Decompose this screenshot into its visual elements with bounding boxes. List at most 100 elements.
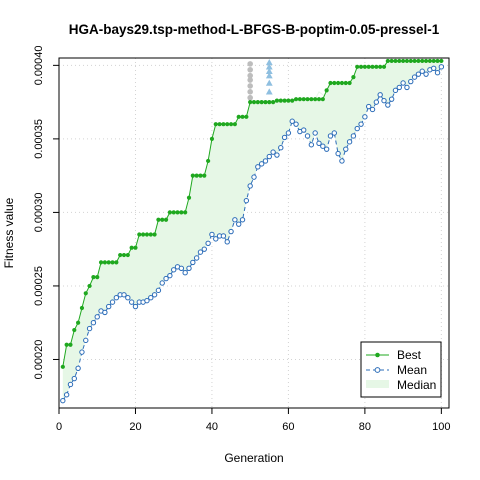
mean-point [404,84,410,91]
best-point [198,173,203,178]
best-point [133,245,138,250]
best-point [431,58,436,64]
mean-point [411,74,418,80]
mean-point [190,259,196,266]
mean-point [408,78,414,85]
mean-point [312,130,318,136]
best-point [118,252,123,258]
best-point [397,58,402,64]
best-point [328,80,333,86]
mean-point [431,65,437,71]
best-point [141,232,146,237]
best-point [324,88,329,93]
best-point [95,275,100,280]
mean-point [132,303,139,310]
mean-point [236,221,242,227]
best-point [274,98,280,103]
best-point [114,260,119,265]
y-tick-label: 0.00040 [33,45,45,85]
best-point [76,320,81,325]
best-point [248,100,253,105]
mean-point [213,236,219,242]
best-point [206,158,211,164]
mean-point [75,365,81,371]
best-point [83,291,88,296]
mean-point [258,161,265,167]
mean-point [159,280,165,286]
mean-point [392,87,399,94]
best-point [110,260,115,265]
gray-dot [247,83,253,89]
best-point [186,195,192,200]
best-point [347,80,352,86]
mean-point [377,92,383,98]
mean-point [71,375,77,382]
best-point [232,122,237,127]
mean-point [86,325,93,332]
mean-point [224,239,230,245]
best-point [401,58,406,64]
best-point [267,100,272,105]
x-tick-label: 60 [282,421,294,433]
mean-point [232,217,238,223]
best-point [175,210,180,215]
mean-point [193,255,200,261]
best-point [213,122,218,127]
mean-point [354,125,360,132]
mean-point [209,231,215,238]
mean-point [102,309,108,316]
best-point [129,245,134,250]
best-point [301,97,306,102]
y-tick-label: 0.00020 [33,340,45,380]
mean-point [121,292,127,298]
mean-point [243,197,250,204]
best-point [87,283,92,289]
best-point [423,58,429,64]
mean-point [109,299,116,305]
mean-point [400,80,406,86]
mean-point [144,297,150,304]
best-point [148,232,153,237]
mean-point [125,295,131,301]
mean-point [155,287,162,294]
blue-triangle [265,67,273,74]
best-point [209,136,215,141]
best-point [362,64,367,69]
x-tick-label: 20 [129,421,141,433]
best-series [60,58,444,369]
mean-point [320,143,326,149]
best-point [251,100,257,105]
best-point [412,58,417,64]
blue-triangle [265,88,273,95]
best-point [381,64,387,69]
mean-point [419,68,425,74]
best-point [343,80,348,86]
mean-point [178,265,185,271]
best-point [255,100,260,105]
best-point [427,58,432,64]
mean-point [281,134,288,141]
mean-point [362,114,368,120]
mean-point [113,295,120,301]
mean-point [220,233,227,239]
best-point [339,80,345,86]
best-point [60,364,65,369]
mean-point [339,158,345,164]
best-point [332,80,337,86]
mean-point [381,97,387,104]
blue-triangle [265,79,273,86]
best-point [393,58,398,64]
blue-triangle [265,72,273,79]
best-point [351,75,356,80]
best-point [290,98,295,103]
gray-dot [247,72,253,79]
legend-median-swatch [366,380,389,388]
best-point [163,217,169,222]
blue-triangle [265,63,273,70]
best-point [183,210,188,215]
mean-point [369,106,376,113]
mean-series [60,64,445,404]
best-point [385,58,390,64]
best-point [366,64,371,69]
